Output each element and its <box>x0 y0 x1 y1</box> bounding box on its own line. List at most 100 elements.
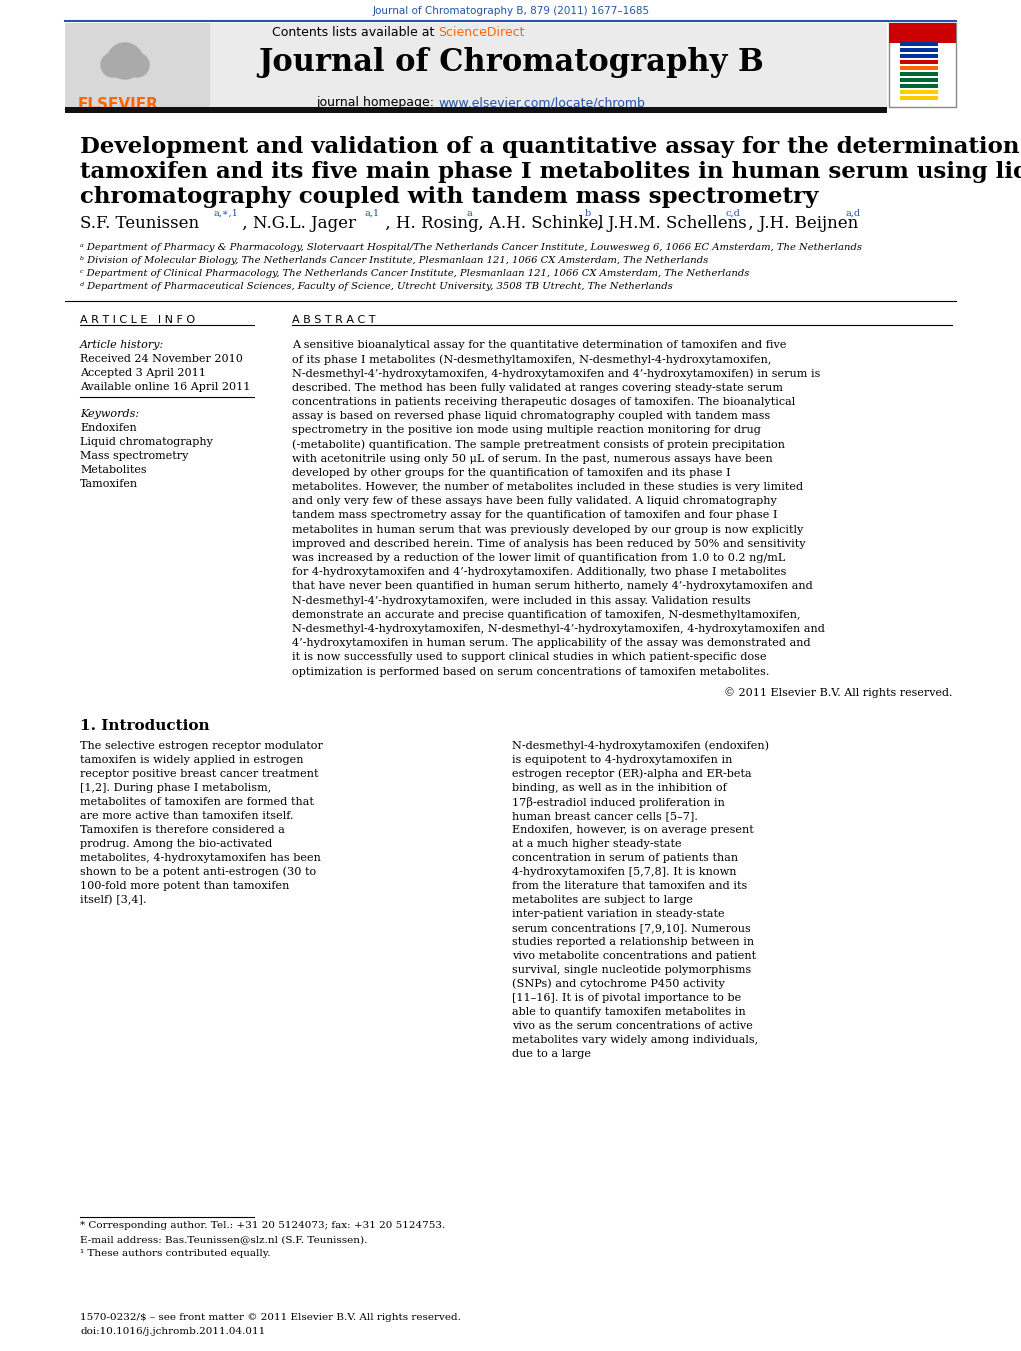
Text: © 2011 Elsevier B.V. All rights reserved.: © 2011 Elsevier B.V. All rights reserved… <box>724 686 952 697</box>
Text: [1,2]. During phase I metabolism,: [1,2]. During phase I metabolism, <box>80 782 272 793</box>
Text: estrogen receptor (ER)-alpha and ER-beta: estrogen receptor (ER)-alpha and ER-beta <box>512 769 751 780</box>
Text: at a much higher steady-state: at a much higher steady-state <box>512 839 682 848</box>
Text: Liquid chromatography: Liquid chromatography <box>80 436 212 447</box>
Bar <box>121 68 128 78</box>
Circle shape <box>101 53 125 77</box>
Text: from the literature that tamoxifen and its: from the literature that tamoxifen and i… <box>512 881 747 890</box>
Text: , N.G.L. Jager: , N.G.L. Jager <box>237 215 356 232</box>
Text: receptor positive breast cancer treatment: receptor positive breast cancer treatmen… <box>80 769 319 778</box>
Text: a,d: a,d <box>845 209 860 218</box>
Text: ᵇ Division of Molecular Biology, The Netherlands Cancer Institute, Plesmanlaan 1: ᵇ Division of Molecular Biology, The Net… <box>80 255 709 265</box>
Text: Journal of Chromatography B, 879 (2011) 1677–1685: Journal of Chromatography B, 879 (2011) … <box>373 5 649 16</box>
Text: doi:10.1016/j.jchromb.2011.04.011: doi:10.1016/j.jchromb.2011.04.011 <box>80 1327 265 1336</box>
Text: 17β-estradiol induced proliferation in: 17β-estradiol induced proliferation in <box>512 797 725 808</box>
Text: Accepted 3 April 2011: Accepted 3 April 2011 <box>80 367 206 378</box>
Text: vivo metabolite concentrations and patient: vivo metabolite concentrations and patie… <box>512 951 757 961</box>
Text: developed by other groups for the quantification of tamoxifen and its phase I: developed by other groups for the quanti… <box>292 467 731 478</box>
Text: 1570-0232/$ – see front matter © 2011 Elsevier B.V. All rights reserved.: 1570-0232/$ – see front matter © 2011 El… <box>80 1313 460 1323</box>
Bar <box>900 72 938 76</box>
Text: The selective estrogen receptor modulator: The selective estrogen receptor modulato… <box>80 740 323 751</box>
Bar <box>900 96 938 100</box>
Text: N-desmethyl-4’-hydroxytamoxifen, 4-hydroxytamoxifen and 4’-hydroxytamoxifen) in : N-desmethyl-4’-hydroxytamoxifen, 4-hydro… <box>292 369 821 380</box>
Text: for 4-hydroxytamoxifen and 4’-hydroxytamoxifen. Additionally, two phase I metabo: for 4-hydroxytamoxifen and 4’-hydroxytam… <box>292 567 786 577</box>
Text: a,∗,1: a,∗,1 <box>213 209 238 218</box>
Text: and only very few of these assays have been fully validated. A liquid chromatogr: and only very few of these assays have b… <box>292 496 777 507</box>
Text: (SNPs) and cytochrome P450 activity: (SNPs) and cytochrome P450 activity <box>512 979 725 989</box>
Bar <box>900 47 938 51</box>
Text: Endoxifen: Endoxifen <box>80 423 137 434</box>
Text: Journal of Chromatography B: Journal of Chromatography B <box>258 47 764 78</box>
Text: ᵃ Department of Pharmacy & Pharmacology, Slotervaart Hospital/The Netherlands Ca: ᵃ Department of Pharmacy & Pharmacology,… <box>80 243 862 253</box>
Text: 100-fold more potent than tamoxifen: 100-fold more potent than tamoxifen <box>80 881 289 890</box>
Text: c,d: c,d <box>725 209 740 218</box>
Text: tamoxifen is widely applied in estrogen: tamoxifen is widely applied in estrogen <box>80 755 303 765</box>
Text: able to quantify tamoxifen metabolites in: able to quantify tamoxifen metabolites i… <box>512 1006 745 1017</box>
Bar <box>900 89 938 95</box>
Text: 4-hydroxytamoxifen [5,7,8]. It is known: 4-hydroxytamoxifen [5,7,8]. It is known <box>512 867 736 877</box>
Text: ᵈ Department of Pharmaceutical Sciences, Faculty of Science, Utrecht University,: ᵈ Department of Pharmaceutical Sciences,… <box>80 282 673 290</box>
Text: metabolites vary widely among individuals,: metabolites vary widely among individual… <box>512 1035 759 1044</box>
Text: , A.H. Schinkel: , A.H. Schinkel <box>473 215 603 232</box>
Text: Tamoxifen is therefore considered a: Tamoxifen is therefore considered a <box>80 825 285 835</box>
Text: ELSEVIER: ELSEVIER <box>78 97 159 112</box>
Text: is equipotent to 4-hydroxytamoxifen in: is equipotent to 4-hydroxytamoxifen in <box>512 755 732 765</box>
Text: Endoxifen, however, is on average present: Endoxifen, however, is on average presen… <box>512 825 753 835</box>
Bar <box>900 84 938 88</box>
Bar <box>900 59 938 63</box>
Text: metabolites of tamoxifen are formed that: metabolites of tamoxifen are formed that <box>80 797 313 807</box>
Text: , J.H.M. Schellens: , J.H.M. Schellens <box>592 215 746 232</box>
Text: Article history:: Article history: <box>80 340 164 350</box>
Text: due to a large: due to a large <box>512 1048 591 1059</box>
Text: human breast cancer cells [5–7].: human breast cancer cells [5–7]. <box>512 811 698 821</box>
Text: that have never been quantified in human serum hitherto, namely 4’-hydroxytamoxi: that have never been quantified in human… <box>292 581 813 592</box>
Text: concentrations in patients receiving therapeutic dosages of tamoxifen. The bioan: concentrations in patients receiving the… <box>292 397 795 407</box>
Text: ScienceDirect: ScienceDirect <box>438 26 525 39</box>
Bar <box>900 54 938 58</box>
Text: survival, single nucleotide polymorphisms: survival, single nucleotide polymorphism… <box>512 965 751 975</box>
Text: Contents lists available at: Contents lists available at <box>272 26 438 39</box>
Text: ᶜ Department of Clinical Pharmacology, The Netherlands Cancer Institute, Plesman: ᶜ Department of Clinical Pharmacology, T… <box>80 269 749 278</box>
Text: a,1: a,1 <box>364 209 379 218</box>
Text: , J.H. Beijnen: , J.H. Beijnen <box>743 215 859 232</box>
Text: assay is based on reversed phase liquid chromatography coupled with tandem mass: assay is based on reversed phase liquid … <box>292 411 770 422</box>
Text: E-mail address: Bas.Teunissen@slz.nl (S.F. Teunissen).: E-mail address: Bas.Teunissen@slz.nl (S.… <box>80 1235 368 1244</box>
Text: it is now successfully used to support clinical studies in which patient-specifi: it is now successfully used to support c… <box>292 653 767 662</box>
Text: Keywords:: Keywords: <box>80 409 139 419</box>
Text: inter-patient variation in steady-state: inter-patient variation in steady-state <box>512 909 725 919</box>
Text: Received 24 November 2010: Received 24 November 2010 <box>80 354 243 363</box>
Text: S.F. Teunissen: S.F. Teunissen <box>80 215 199 232</box>
Text: serum concentrations [7,9,10]. Numerous: serum concentrations [7,9,10]. Numerous <box>512 923 750 932</box>
Text: chromatography coupled with tandem mass spectrometry: chromatography coupled with tandem mass … <box>80 186 819 208</box>
Text: studies reported a relationship between in: studies reported a relationship between … <box>512 936 755 947</box>
Text: b: b <box>585 209 591 218</box>
Text: , H. Rosing: , H. Rosing <box>380 215 479 232</box>
Text: shown to be a potent anti-estrogen (30 to: shown to be a potent anti-estrogen (30 t… <box>80 867 317 877</box>
Text: concentration in serum of patients than: concentration in serum of patients than <box>512 852 738 863</box>
Text: Tamoxifen: Tamoxifen <box>80 480 138 489</box>
Text: spectrometry in the positive ion mode using multiple reaction monitoring for dru: spectrometry in the positive ion mode us… <box>292 426 761 435</box>
Text: was increased by a reduction of the lower limit of quantification from 1.0 to 0.: was increased by a reduction of the lowe… <box>292 553 785 563</box>
Text: with acetonitrile using only 50 μL of serum. In the past, numerous assays have b: with acetonitrile using only 50 μL of se… <box>292 454 773 463</box>
Text: Metabolites: Metabolites <box>80 465 147 476</box>
Text: of its phase I metabolites (N-desmethyltamoxifen, N-desmethyl-4-hydroxytamoxifen: of its phase I metabolites (N-desmethylt… <box>292 354 772 365</box>
Text: A R T I C L E   I N F O: A R T I C L E I N F O <box>80 315 195 326</box>
Text: [11–16]. It is of pivotal importance to be: [11–16]. It is of pivotal importance to … <box>512 993 741 1002</box>
Text: Development and validation of a quantitative assay for the determination of: Development and validation of a quantita… <box>80 136 1021 158</box>
Text: Available online 16 April 2011: Available online 16 April 2011 <box>80 382 250 392</box>
Bar <box>900 65 938 70</box>
Text: tamoxifen and its five main phase I metabolites in human serum using liquid: tamoxifen and its five main phase I meta… <box>80 161 1021 182</box>
Text: www.elsevier.com/locate/chromb: www.elsevier.com/locate/chromb <box>438 96 645 109</box>
Circle shape <box>107 43 143 78</box>
Bar <box>900 77 938 82</box>
Bar <box>65 107 887 113</box>
Bar <box>900 42 938 46</box>
Bar <box>889 23 956 107</box>
Text: ¹ These authors contributed equally.: ¹ These authors contributed equally. <box>80 1250 271 1258</box>
Text: improved and described herein. Time of analysis has been reduced by 50% and sens: improved and described herein. Time of a… <box>292 539 806 549</box>
Text: prodrug. Among the bio-activated: prodrug. Among the bio-activated <box>80 839 273 848</box>
Text: itself) [3,4].: itself) [3,4]. <box>80 894 146 905</box>
Text: A B S T R A C T: A B S T R A C T <box>292 315 376 326</box>
Bar <box>65 23 210 107</box>
Text: metabolites. However, the number of metabolites included in these studies is ver: metabolites. However, the number of meta… <box>292 482 804 492</box>
Bar <box>889 23 956 43</box>
